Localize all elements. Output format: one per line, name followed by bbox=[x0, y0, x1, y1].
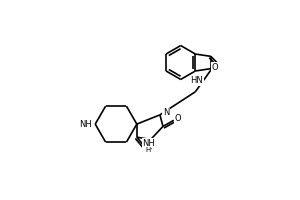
Text: H: H bbox=[146, 147, 151, 153]
Text: N: N bbox=[163, 108, 169, 117]
Text: O: O bbox=[174, 114, 181, 123]
Text: O: O bbox=[145, 143, 152, 152]
Text: NH: NH bbox=[80, 120, 92, 129]
Text: NH: NH bbox=[142, 139, 155, 148]
Text: HN: HN bbox=[190, 76, 203, 85]
Text: O: O bbox=[211, 63, 218, 72]
